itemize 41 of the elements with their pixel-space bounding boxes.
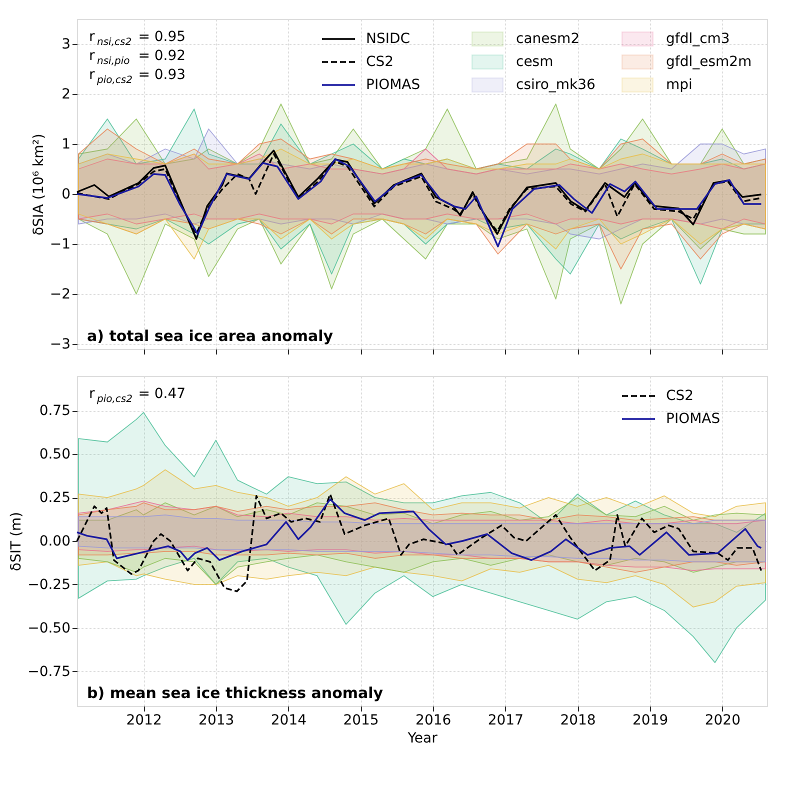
y-tick-label: 0.50 (39, 446, 70, 463)
legend-label: PIOMAS (666, 411, 720, 427)
y-tick-label: −3 (50, 336, 70, 352)
y-tick-label: −2 (50, 286, 70, 302)
y-tick-label: 0.00 (39, 534, 70, 550)
x-tick-label: 2012 (126, 712, 162, 728)
line-series (76, 158, 762, 248)
x-tick-label: 2019 (632, 712, 668, 728)
text: a) total sea ice area anomaly (87, 327, 334, 345)
y-axis-title: δSIT (m) (8, 512, 25, 572)
legend-label: NSIDC (366, 31, 410, 47)
legend-label: gfdl_esm2m (666, 54, 752, 70)
legend-label: CS2 (666, 388, 694, 404)
y-tick-label: 2 (62, 86, 70, 102)
y-tick-label: −0.25 (28, 576, 70, 593)
legend-label: CS2 (366, 54, 394, 70)
text: b) mean sea ice thickness anomaly (87, 684, 384, 702)
x-tick-label: 2020 (704, 712, 740, 728)
x-axis-title: Year (406, 730, 438, 746)
y-tick-label: 3 (62, 36, 70, 52)
legend-label: mpi (666, 77, 692, 93)
y-tick-label: 0 (62, 186, 70, 202)
y-tick-label: 0.25 (39, 490, 70, 506)
y-tick-label: −0.75 (28, 664, 70, 680)
x-tick-label: 2014 (270, 712, 307, 728)
legend-label: canesm2 (516, 31, 580, 47)
legend-label: csiro_mk36 (516, 77, 596, 93)
legend-label: PIOMAS (366, 77, 420, 93)
y-tick-label: −0.50 (28, 620, 70, 636)
x-tick-label: 2017 (488, 712, 524, 728)
y-tick-label: −1 (50, 236, 70, 252)
line-series (76, 498, 762, 561)
y-tick-label: 0.75 (39, 403, 70, 420)
x-tick-label: 2013 (198, 712, 234, 728)
legend-label: gfdl_cm3 (666, 31, 730, 47)
legend-label: cesm (516, 54, 554, 70)
y-axis-title: δSIA (10⁶ km²) (30, 134, 47, 236)
x-tick-label: 2016 (416, 712, 452, 728)
x-tick-label: 2018 (560, 712, 596, 728)
y-tick-label: 1 (62, 136, 70, 152)
x-tick-label: 2015 (343, 712, 379, 728)
